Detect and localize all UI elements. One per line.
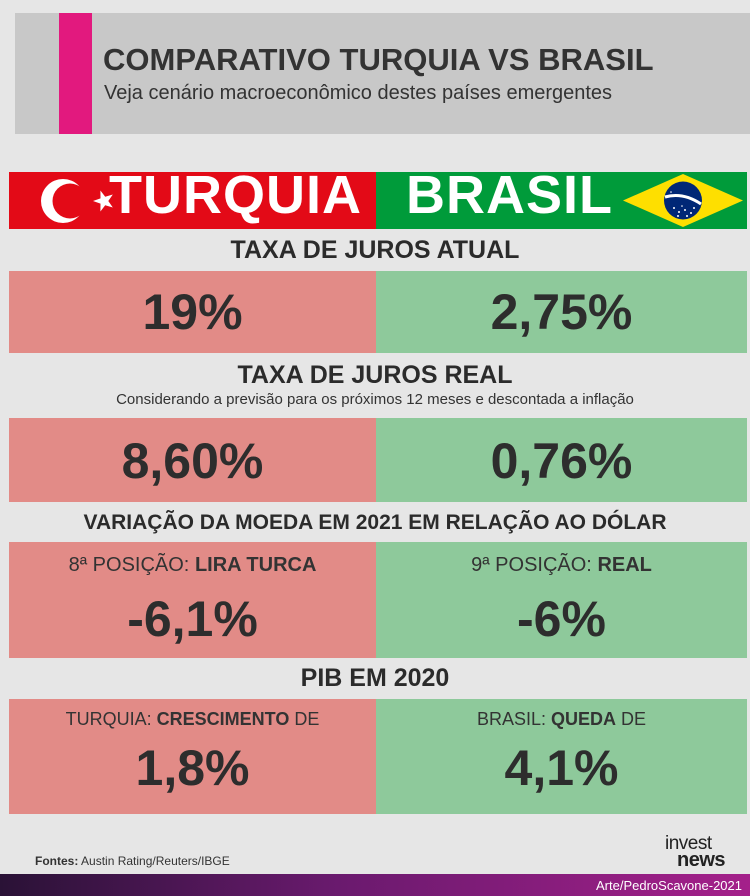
page-title: COMPARATIVO TURQUIA VS BRASIL xyxy=(103,42,654,77)
brazil-juros-real-value: 0,76% xyxy=(490,433,633,489)
brazil-pib-value: 4,1% xyxy=(504,740,619,796)
turkey-name: TURQUIA xyxy=(109,165,362,225)
turkey-flag-banner: TURQUIA xyxy=(9,165,376,229)
section-title-moeda: VARIAÇÃO DA MOEDA EM 2021 EM RELAÇÃO AO … xyxy=(83,511,667,534)
brazil-moeda-value: -6% xyxy=(517,591,606,647)
header-accent-bar xyxy=(59,13,92,134)
turkey-pib-suffix: DE xyxy=(294,709,320,729)
section-note-juros-real: Considerando a previsão para os próximos… xyxy=(116,391,634,408)
logo-line-2: news xyxy=(677,849,726,872)
turkey-pib-cell: TURQUIA: CRESCIMENTO DE 1,8% xyxy=(9,699,376,814)
brazil-moeda-currency: REAL xyxy=(597,554,652,576)
brazil-moeda-label: 9ª POSIÇÃO: REAL xyxy=(376,554,747,577)
sources-list: Austin Rating/Reuters/IBGE xyxy=(81,854,230,868)
turkey-juros-atual-cell: 19% xyxy=(9,271,376,353)
turkey-pib-label: TURQUIA: CRESCIMENTO DE xyxy=(9,709,376,730)
section-title-juros-real: TAXA DE JUROS REAL xyxy=(237,361,513,389)
brazil-name: BRASIL xyxy=(406,165,613,225)
investnews-logo: invest news xyxy=(665,833,737,872)
turkey-pib-prefix: TURQUIA: xyxy=(65,709,152,729)
brazil-pib-label: BRASIL: QUEDA DE xyxy=(376,709,747,730)
turkey-juros-atual-value: 19% xyxy=(142,284,243,340)
brazil-moeda-cell: 9ª POSIÇÃO: REAL -6% xyxy=(376,542,747,658)
turkey-moeda-value: -6,1% xyxy=(127,591,258,647)
brazil-juros-real-cell: 0,76% xyxy=(376,418,747,502)
footer-bar xyxy=(0,874,750,896)
turkey-pib-value: 1,8% xyxy=(135,740,250,796)
art-credit: Arte/PedroScavone-2021 xyxy=(596,878,742,893)
brazil-juros-atual-value: 2,75% xyxy=(490,284,633,340)
turkey-pib-kind: CRESCIMENTO xyxy=(156,709,290,729)
header-panel xyxy=(15,13,750,134)
sources-label: Fontes: xyxy=(35,854,79,868)
turkey-moeda-position: 8ª POSIÇÃO: xyxy=(68,554,190,576)
section-title-juros-atual: TAXA DE JUROS ATUAL xyxy=(230,236,520,264)
brazil-pib-cell: BRASIL: QUEDA DE 4,1% xyxy=(376,699,747,814)
brazil-pib-kind: QUEDA xyxy=(551,709,617,729)
brazil-moeda-position: 9ª POSIÇÃO: xyxy=(471,554,592,576)
brazil-pib-prefix: BRASIL: xyxy=(476,709,546,729)
turkey-juros-real-cell: 8,60% xyxy=(9,418,376,502)
brazil-pib-suffix: DE xyxy=(621,709,647,729)
brazil-flag-icon xyxy=(623,174,743,227)
section-title-pib: PIB EM 2020 xyxy=(300,664,450,692)
page-subtitle: Veja cenário macroeconômico destes paíse… xyxy=(104,82,613,104)
turkey-moeda-currency: LIRA TURCA xyxy=(194,554,317,576)
turkey-moeda-label: 8ª POSIÇÃO: LIRA TURCA xyxy=(9,554,376,577)
turkey-crescent-star-icon xyxy=(41,179,113,223)
brazil-juros-atual-cell: 2,75% xyxy=(376,271,747,353)
turkey-moeda-cell: 8ª POSIÇÃO: LIRA TURCA -6,1% xyxy=(9,542,376,658)
turkey-juros-real-value: 8,60% xyxy=(121,433,264,489)
sources-text: Fontes: Austin Rating/Reuters/IBGE xyxy=(35,854,230,868)
logo-line-1: invest xyxy=(665,833,712,854)
brazil-flag-banner: BRASIL xyxy=(376,165,747,229)
